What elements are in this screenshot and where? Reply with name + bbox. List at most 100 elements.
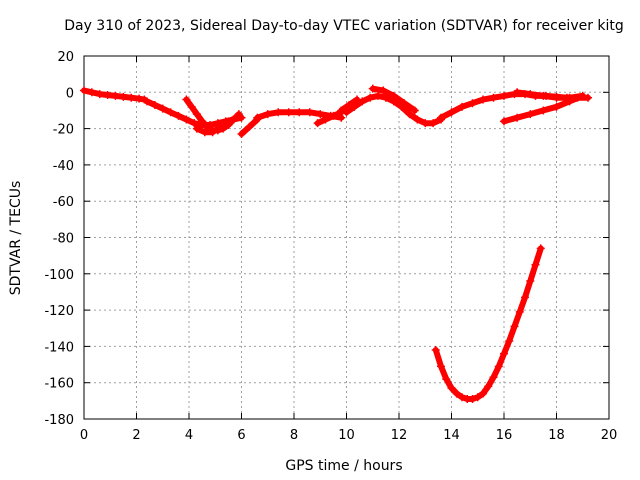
data-point [305,108,314,117]
y-tick-label: -100 [44,268,74,283]
data-point [484,382,493,391]
data-point [473,393,482,402]
data-point [552,102,561,111]
data-point [198,117,207,126]
x-tick-label: 12 [391,428,408,443]
x-tick-label: 0 [80,428,88,443]
data-point [337,106,346,115]
data-point [80,86,88,95]
y-tick-label: -120 [44,304,74,319]
x-tick-label: 14 [443,428,460,443]
data-point [111,91,120,100]
data-point [500,91,508,100]
x-tick-label: 20 [601,428,618,443]
data-point [103,91,112,100]
data-point [489,373,498,382]
data-point [135,94,144,103]
data-point [329,111,338,120]
data-point [565,93,574,102]
data-point [182,115,191,124]
data-point [513,88,522,97]
data-point [536,244,545,253]
data-point [437,113,445,122]
data-point [526,277,535,286]
data-point [494,362,503,371]
x-tick-label: 10 [338,428,355,443]
y-tick-label: -20 [53,123,74,138]
data-point [245,122,254,131]
data-point [452,389,461,398]
data-point [515,307,524,316]
data-point [447,384,456,393]
data-point [253,113,262,122]
data-point [500,349,508,358]
chart-title: Day 310 of 2023, Sidereal Day-to-day VTE… [64,18,624,34]
data-point [192,124,201,133]
data-point [421,119,430,128]
data-point [521,293,529,302]
data-points [80,84,592,404]
data-point [237,130,246,139]
data-point [413,115,422,124]
data-point [539,106,548,115]
data-point [429,119,438,128]
data-point [468,99,477,108]
data-point [166,108,175,117]
x-tick-label: 2 [132,428,140,443]
data-point [489,93,498,102]
x-tick-label: 4 [185,428,193,443]
y-tick-label: -140 [44,340,74,355]
data-point [410,106,419,115]
data-point [405,110,414,119]
data-point [479,389,487,398]
data-point [208,128,217,137]
data-point [174,111,183,120]
data-point [479,95,487,104]
data-point [389,91,398,100]
y-tick-label: -160 [44,377,74,392]
data-point [182,95,191,104]
data-point [539,91,548,100]
data-point [437,362,445,371]
y-tick-label: 20 [57,50,74,65]
data-point [321,115,330,124]
data-point [224,117,233,126]
data-point [366,93,375,102]
data-point [158,104,167,113]
data-point [400,99,409,108]
data-point [552,93,561,102]
data-point [510,322,519,331]
data-point [447,108,456,117]
y-tick-label: -180 [44,413,74,428]
data-point [578,91,587,100]
y-tick-label: -40 [53,159,74,174]
data-point [584,93,592,102]
y-axis-label: SDTVAR / TECUs [8,181,24,296]
data-point [232,113,241,122]
data-point [274,108,283,117]
data-point [350,102,359,111]
x-tick-label: 6 [237,428,245,443]
y-tick-label: 0 [66,86,74,101]
data-point [295,108,304,117]
x-tick-label: 8 [290,428,298,443]
data-point [316,110,325,119]
data-point [358,97,367,106]
data-point [190,119,199,128]
axis-ticks: 0 2 4 6 8 10 12 14 16 18 20 20 0 -20 -40 -60 -80 -100 -120… [44,50,617,443]
data-point [187,102,196,111]
x-tick-label: 18 [548,428,565,443]
data-point [431,346,440,355]
data-point [192,110,201,119]
data-point [368,84,377,93]
data-point [526,90,535,99]
data-point [379,86,388,95]
y-tick-label: -80 [53,232,74,247]
data-point [458,102,466,111]
data-point [374,91,382,100]
data-point [87,88,96,97]
y-tick-label: -60 [53,195,74,210]
grid [84,56,609,419]
data-point [95,90,104,99]
data-point [505,336,514,345]
